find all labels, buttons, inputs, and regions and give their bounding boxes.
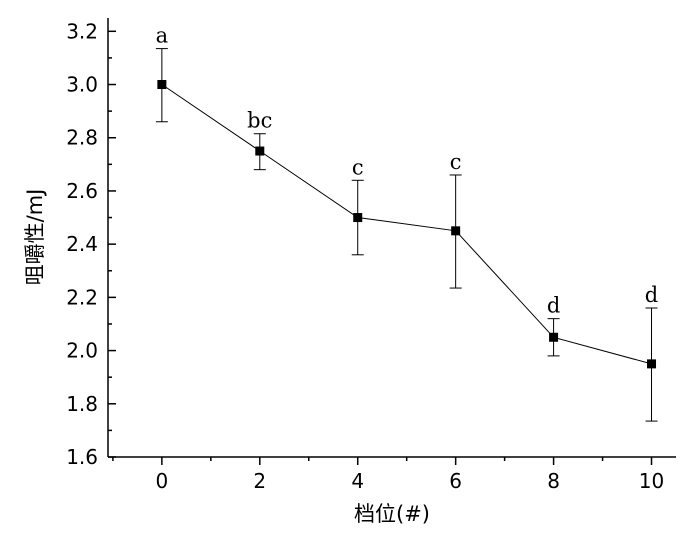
significance-label: bc [247, 109, 272, 133]
significance-label: c [352, 155, 364, 179]
x-axis-title: 档位(#) [354, 502, 430, 526]
x-tick-label: 10 [639, 469, 664, 493]
x-tick-label: 6 [449, 469, 462, 493]
data-point [255, 146, 265, 156]
significance-label: c [450, 150, 462, 174]
x-axis-ticks: 0 2 4 6 8 10 [112, 457, 664, 493]
x-tick-label: 2 [253, 469, 266, 493]
significance-labels: a bc c c d d [156, 24, 659, 318]
data-point [157, 80, 167, 90]
y-tick-label: 1.8 [66, 392, 98, 416]
plot-area: 1.6 1.8 2.0 2.2 2.4 2.6 2.8 3.0 3.2 0 2 4 6 8 10 a bc c… [66, 18, 676, 493]
x-tick-label: 4 [351, 469, 364, 493]
series-line [161, 84, 652, 365]
significance-label: a [156, 24, 169, 48]
error-bars [155, 48, 658, 422]
y-tick-label: 3.2 [66, 19, 98, 43]
data-point [549, 332, 559, 342]
y-tick-label: 2.0 [66, 339, 98, 363]
data-point [451, 226, 461, 236]
data-point [647, 359, 657, 369]
x-tick-label: 0 [155, 469, 168, 493]
data-point [353, 213, 363, 223]
significance-label: d [547, 294, 560, 318]
y-tick-label: 3.0 [66, 73, 98, 97]
y-axis-title: 咀嚼性/mJ [23, 189, 47, 286]
y-tick-label: 2.6 [66, 179, 98, 203]
data-markers [157, 80, 657, 369]
y-tick-label: 2.2 [66, 285, 98, 309]
y-axis-ticks: 1.6 1.8 2.0 2.2 2.4 2.6 2.8 3.0 3.2 [66, 19, 116, 469]
y-tick-label: 2.4 [66, 232, 98, 256]
significance-label: d [645, 283, 658, 307]
y-tick-label: 1.6 [66, 445, 98, 469]
x-tick-label: 8 [547, 469, 560, 493]
y-tick-label: 2.8 [66, 126, 98, 150]
